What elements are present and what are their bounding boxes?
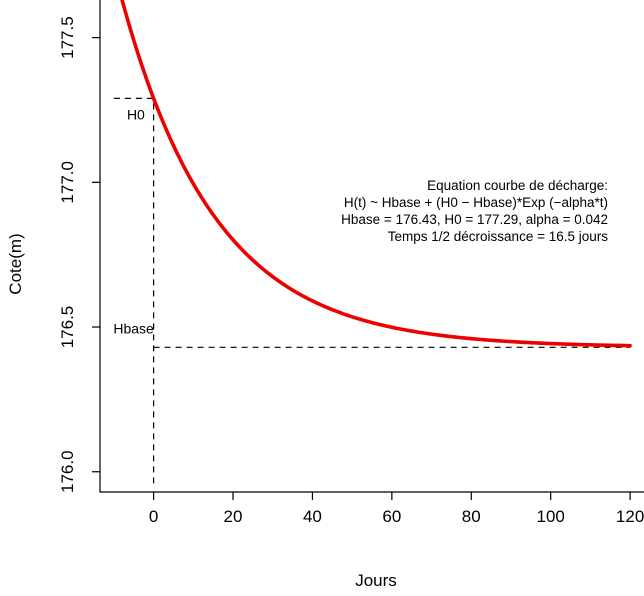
x-axis: 0 20 40 60 80 100 120 xyxy=(149,492,644,526)
y-axis-label: Cote(m) xyxy=(6,233,25,294)
x-tick-label: 0 xyxy=(149,507,158,526)
h0-label: H0 xyxy=(127,106,145,122)
plot-frame xyxy=(99,0,644,493)
x-tick-label: 20 xyxy=(224,507,243,526)
x-tick-label: 120 xyxy=(616,507,644,526)
annotation-line-1: Equation courbe de décharge: xyxy=(427,178,608,193)
x-tick-label: 40 xyxy=(303,507,322,526)
y-tick-label: 177.0 xyxy=(58,161,77,204)
y-axis: 176.0 176.5 177.0 177.5 xyxy=(58,16,100,493)
annotation-line-4: Temps 1/2 décroissance = 16.5 jours xyxy=(388,229,608,244)
hbase-label: Hbase xyxy=(113,320,154,336)
x-axis-label: Jours xyxy=(355,571,397,590)
decay-curve-series xyxy=(120,0,632,348)
y-tick-label: 177.5 xyxy=(58,16,77,59)
x-tick-label: 100 xyxy=(536,507,564,526)
y-tick-label: 176.0 xyxy=(58,450,77,493)
x-tick-label: 80 xyxy=(462,507,481,526)
plot-area: H0 Hbase Equation courbe de décharge: H(t) … xyxy=(99,0,644,493)
y-tick-label: 176.5 xyxy=(58,306,77,349)
annotation-line-2: H(t) ~ Hbase + (H0 − Hbase)*Exp (−alpha*… xyxy=(344,195,608,210)
annotation-line-3: Hbase = 176.43, H0 = 177.29, alpha = 0.0… xyxy=(341,212,608,227)
x-tick-label: 60 xyxy=(382,507,401,526)
